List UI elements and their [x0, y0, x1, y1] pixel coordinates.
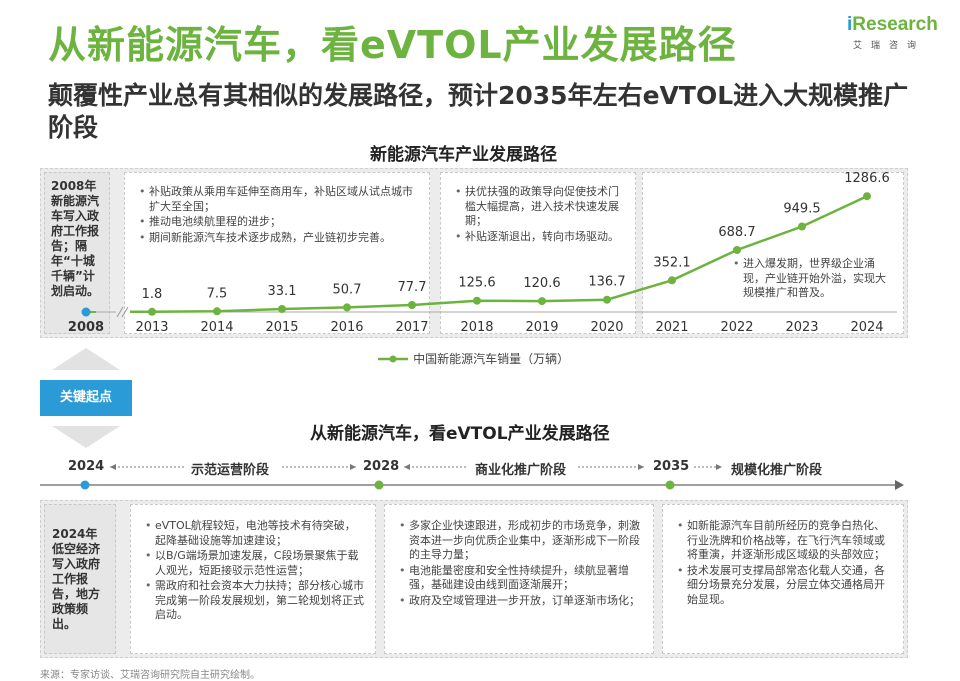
key-point-label: 关键起点 [40, 380, 132, 416]
data-point [668, 276, 676, 285]
bottom-note: 以B/G端场景加速发展，C段场景聚焦于载人观光，短距接驳示范性运营； [145, 549, 365, 578]
x-tick-label: 2023 [785, 320, 818, 335]
data-label: 77.7 [398, 280, 427, 295]
data-point [148, 307, 156, 316]
up-arrow-icon [52, 348, 120, 370]
data-point [343, 303, 351, 312]
chart-note: 补贴政策从乘用车延伸至商用车，补贴区域从试点城市扩大至全国； [139, 185, 421, 214]
stage-commercial: 商业化推广阶段 [472, 459, 570, 478]
bottom-note: 电池能量密度和安全性持续提升，续航显著增强，基础建设由线到面逐渐展开； [399, 564, 643, 593]
point-2008 [81, 307, 91, 317]
down-arrow-icon [52, 426, 120, 448]
iresearch-logo: iResearch 艾瑞咨询 [835, 12, 945, 52]
x-tick-label: 2014 [200, 320, 233, 335]
bottom-panel-1: eVTOL航程较短，电池等技术有待突破，起降基础设施等加速建设； 以B/G端场景… [130, 504, 376, 654]
chart-notes-2: 扶优扶强的政策导向促使技术门槛大幅提高，进入技术快速发展期； 补贴逐渐退出，转向… [451, 185, 627, 244]
data-label: 1.8 [142, 287, 163, 302]
data-point [473, 296, 481, 305]
legend-label: 中国新能源汽车销量（万辆） [413, 352, 570, 366]
bottom-notes-1: eVTOL航程较短，电池等技术有待突破，起降基础设施等加速建设； 以B/G端场景… [141, 519, 365, 623]
stage-demo: 示范运营阶段 [188, 459, 273, 478]
timeline-year-2028: 2028 [363, 459, 400, 474]
data-point [538, 297, 546, 306]
chart-notes-1: 补贴政策从乘用车延伸至商用车，补贴区域从试点城市扩大至全国； 推动电池续航里程的… [135, 185, 421, 245]
data-point [798, 222, 806, 231]
x-tick-label: 2020 [590, 320, 623, 335]
bottom-note: 需政府和社会资本大力扶持；部分核心城市完成第一阶段发展规划，第二轮规划将正式启动… [145, 579, 365, 623]
axis-break-icon [116, 306, 124, 318]
data-point [408, 301, 416, 309]
x-tick-label: 2015 [265, 320, 298, 335]
chart-section-title: 新能源汽车产业发展路径 [370, 145, 557, 165]
x-tick-label: 2019 [525, 320, 558, 335]
logo-brand: iResearch [847, 14, 938, 35]
bottom-notes-2: 多家企业快速跟进，形成初步的市场竞争，刺激资本进一步向优质企业集中，逐渐形成下一… [395, 519, 643, 608]
x-tick-label: 2021 [655, 320, 688, 335]
chart-note: 期间新能源汽车技术逐步成熟，产业链初步完善。 [139, 231, 421, 246]
data-point [603, 295, 611, 304]
x-tick-label: 2016 [330, 320, 363, 335]
bottom-note: 多家企业快速跟进，形成初步的市场竞争，刺激资本进一步向优质企业集中，逐渐形成下一… [399, 519, 643, 563]
axis-break-icon [121, 306, 129, 318]
bottom-notes-3: 如新能源汽车目前所经历的竞争白热化、行业洗牌和价格战等，在飞行汽车领域或将重演，… [673, 519, 893, 607]
bottom-note: 技术发展可支撑局部常态化载人交通，各细分场景充分发展，分层立体交通格局开始显现。 [677, 564, 893, 608]
chart-side-note: 2008年新能源汽车写入政府工作报告；隔年“十城千辆”计划启动。 [51, 179, 100, 298]
x-tick-label: 2013 [135, 320, 168, 335]
bottom-panel-2: 多家企业快速跟进，形成初步的市场竞争，刺激资本进一步向优质企业集中，逐渐形成下一… [384, 504, 654, 654]
bottom-panel-3: 如新能源汽车目前所经历的竞争白热化、行业洗牌和价格战等，在飞行汽车领域或将重演，… [662, 504, 904, 654]
data-label: 7.5 [207, 286, 228, 301]
timeline-year-2035: 2035 [653, 459, 690, 474]
page-subtitle: 颠覆性产业总有其相似的发展路径，预计2035年左右eVTOL进入大规模推广阶段 [48, 81, 909, 142]
x-tick-label: 2017 [395, 320, 428, 335]
chart-side-box: 2008年新能源汽车写入政府工作报告；隔年“十城千辆”计划启动。 [44, 172, 110, 334]
x-tick-label-2008: 2008 [68, 320, 104, 335]
timeline-title: 从新能源汽车，看eVTOL产业发展路径 [310, 424, 610, 444]
data-label: 1286.6 [844, 171, 890, 186]
data-point [213, 307, 221, 316]
chart-panel-2: 扶优扶强的政策导向促使技术门槛大幅提高，进入技术快速发展期； 补贴逐渐退出，转向… [440, 172, 636, 334]
timeline-dot-2028 [374, 480, 384, 490]
data-label: 33.1 [268, 284, 297, 299]
chart-legend: 中国新能源汽车销量（万辆） [378, 348, 569, 367]
source-note: 来源：专家访谈、艾瑞咨询研究院自主研究绘制。 [40, 670, 260, 681]
timeline-arrowhead-icon [895, 480, 904, 490]
data-label: 352.1 [653, 255, 690, 270]
x-tick-label: 2022 [720, 320, 753, 335]
chart-note: 进入爆发期，世界级企业涌现，产业链开始外溢，实现大规模推广和普及。 [733, 257, 895, 301]
legend-line-icon [378, 355, 408, 362]
data-point [863, 192, 871, 201]
logo-cn: 艾瑞咨询 [853, 41, 926, 51]
sales-line-chart: 2008 1.8 2013 7.5 2014 33.1 2015 50.7 2016 77.7 20… [68, 171, 897, 335]
x-tick-label: 2024 [850, 320, 883, 335]
chart-note: 补贴逐渐退出，转向市场驱动。 [455, 230, 627, 245]
x-tick-label: 2018 [460, 320, 493, 335]
timeline-graphic [40, 464, 904, 490]
chart-notes-3: 进入爆发期，世界级企业涌现，产业链开始外溢，实现大规模推广和普及。 [729, 257, 895, 301]
data-point [733, 246, 741, 254]
data-label: 120.6 [523, 276, 560, 291]
data-label: 688.7 [718, 225, 755, 240]
bottom-note: 政府及空域管理进一步开放，订单逐渐市场化； [399, 594, 643, 609]
data-label: 50.7 [333, 282, 362, 297]
data-label: 125.6 [458, 276, 495, 291]
data-label: 949.5 [783, 202, 820, 217]
page-title: 从新能源汽车，看eVTOL产业发展路径 [48, 23, 737, 67]
timeline-dot-2035 [665, 480, 675, 490]
chart-note: 推动电池续航里程的进步； [139, 215, 421, 230]
chart-note: 扶优扶强的政策导向促使技术门槛大幅提高，进入技术快速发展期； [455, 185, 627, 229]
timeline-dot-2024 [80, 480, 90, 490]
bottom-side-note: 2024年低空经济写入政府工作报告，地方政策频出。 [52, 527, 101, 631]
bottom-note: 如新能源汽车目前所经历的竞争白热化、行业洗牌和价格战等，在飞行汽车领域或将重演，… [677, 519, 893, 563]
bottom-note: eVTOL航程较短，电池等技术有待突破，起降基础设施等加速建设； [145, 519, 365, 548]
bottom-side-box: 2024年低空经济写入政府工作报告，地方政策频出。 [44, 504, 116, 654]
data-label: 136.7 [588, 275, 625, 290]
data-point [278, 305, 286, 313]
stage-scale: 规模化推广阶段 [728, 459, 826, 478]
timeline-year-2024: 2024 [68, 459, 105, 474]
